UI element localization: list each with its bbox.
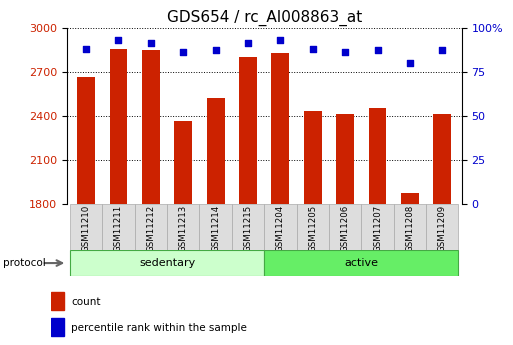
Bar [329, 204, 361, 250]
Bar [336, 114, 354, 204]
Bar [102, 204, 135, 250]
Bar [110, 49, 127, 204]
Bar [51, 292, 64, 309]
Text: GSM11215: GSM11215 [244, 205, 252, 252]
Text: GSM11206: GSM11206 [341, 205, 350, 252]
Bar [239, 57, 257, 204]
Bar [426, 204, 459, 250]
Point [406, 60, 414, 66]
Point [82, 46, 90, 51]
Bar [70, 250, 264, 276]
Text: GSM11211: GSM11211 [114, 205, 123, 252]
Point [277, 37, 285, 43]
Bar [70, 204, 102, 250]
Point [309, 46, 317, 51]
Bar [271, 52, 289, 204]
Point [211, 48, 220, 53]
Text: protocol: protocol [3, 258, 45, 268]
Point [244, 41, 252, 46]
Text: GSM11207: GSM11207 [373, 205, 382, 252]
Bar [304, 111, 322, 204]
Bar [232, 204, 264, 250]
Text: percentile rank within the sample: percentile rank within the sample [71, 323, 247, 333]
Text: sedentary: sedentary [139, 258, 195, 268]
Point [179, 49, 187, 55]
Bar [264, 204, 297, 250]
Text: GSM11209: GSM11209 [438, 205, 447, 252]
Bar [51, 318, 64, 336]
Title: GDS654 / rc_AI008863_at: GDS654 / rc_AI008863_at [167, 10, 362, 26]
Bar [369, 108, 386, 204]
Text: count: count [71, 297, 101, 307]
Point [114, 37, 123, 43]
Text: GSM11205: GSM11205 [308, 205, 317, 252]
Text: GSM11204: GSM11204 [276, 205, 285, 252]
Point [373, 48, 382, 53]
Bar [207, 98, 225, 204]
Point [341, 49, 349, 55]
Text: GSM11214: GSM11214 [211, 205, 220, 252]
Text: GSM11213: GSM11213 [179, 205, 188, 252]
Bar [401, 193, 419, 204]
Bar [264, 250, 459, 276]
Bar [167, 204, 200, 250]
Text: GSM11208: GSM11208 [405, 205, 415, 252]
Bar [135, 204, 167, 250]
Bar [200, 204, 232, 250]
Text: active: active [344, 258, 378, 268]
Bar [297, 204, 329, 250]
Text: GSM11212: GSM11212 [146, 205, 155, 252]
Bar [393, 204, 426, 250]
Bar [361, 204, 393, 250]
Point [438, 48, 446, 53]
Point [147, 41, 155, 46]
Bar [77, 77, 95, 204]
Text: GSM11210: GSM11210 [82, 205, 91, 252]
Bar [174, 121, 192, 204]
Bar [433, 114, 451, 204]
Bar [142, 50, 160, 204]
